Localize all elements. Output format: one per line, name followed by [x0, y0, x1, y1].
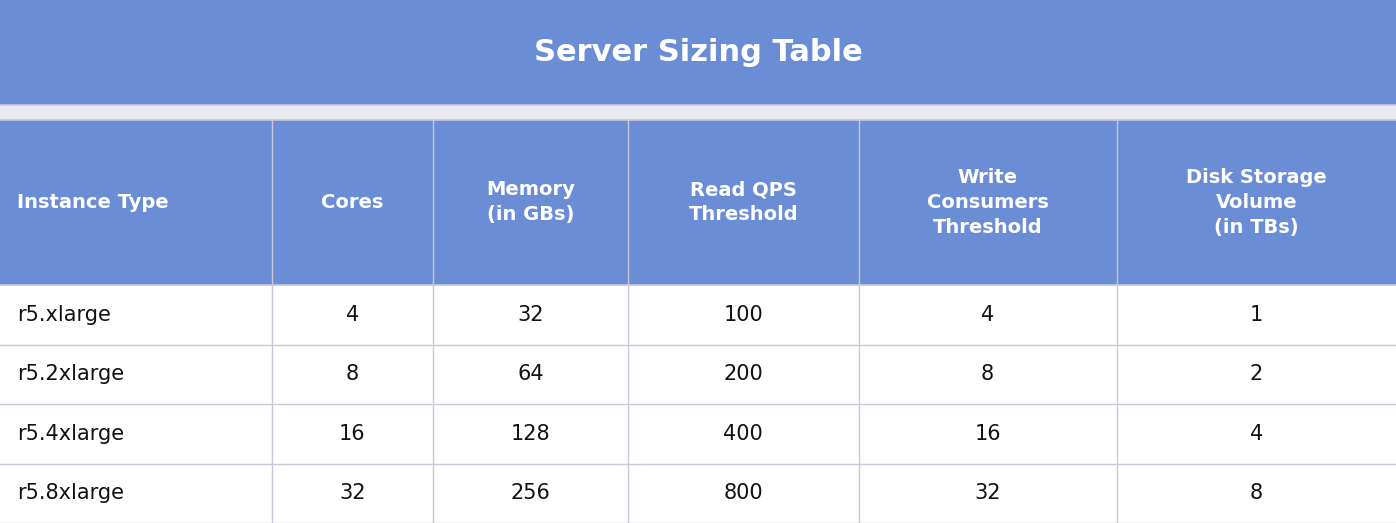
Text: Server Sizing Table: Server Sizing Table [533, 38, 863, 67]
Text: 800: 800 [723, 483, 764, 503]
Text: 8: 8 [346, 364, 359, 384]
Text: 32: 32 [339, 483, 366, 503]
FancyBboxPatch shape [0, 0, 1396, 105]
Text: 16: 16 [339, 424, 366, 444]
Text: 32: 32 [974, 483, 1001, 503]
Text: r5.8xlarge: r5.8xlarge [17, 483, 124, 503]
Text: Memory
(in GBs): Memory (in GBs) [486, 180, 575, 224]
FancyBboxPatch shape [0, 345, 1396, 404]
Text: 256: 256 [511, 483, 550, 503]
Text: Cores: Cores [321, 193, 384, 212]
Text: Instance Type: Instance Type [17, 193, 169, 212]
Text: 1: 1 [1249, 305, 1263, 325]
Text: 8: 8 [1249, 483, 1263, 503]
Text: 32: 32 [518, 305, 543, 325]
Text: 100: 100 [723, 305, 764, 325]
Text: Read QPS
Threshold: Read QPS Threshold [688, 180, 799, 224]
Text: 200: 200 [723, 364, 764, 384]
FancyBboxPatch shape [0, 404, 1396, 463]
Text: r5.4xlarge: r5.4xlarge [17, 424, 124, 444]
Text: 8: 8 [981, 364, 994, 384]
Text: 16: 16 [974, 424, 1001, 444]
Text: Disk Storage
Volume
(in TBs): Disk Storage Volume (in TBs) [1187, 168, 1326, 237]
Text: 4: 4 [346, 305, 359, 325]
Text: 4: 4 [1249, 424, 1263, 444]
FancyBboxPatch shape [0, 285, 1396, 345]
Text: r5.xlarge: r5.xlarge [17, 305, 110, 325]
FancyBboxPatch shape [0, 120, 1396, 285]
Text: 128: 128 [511, 424, 550, 444]
FancyBboxPatch shape [0, 463, 1396, 523]
Text: 64: 64 [517, 364, 544, 384]
Text: Write
Consumers
Threshold: Write Consumers Threshold [927, 168, 1048, 237]
Text: 2: 2 [1249, 364, 1263, 384]
FancyBboxPatch shape [0, 105, 1396, 120]
Text: r5.2xlarge: r5.2xlarge [17, 364, 124, 384]
Text: 4: 4 [981, 305, 994, 325]
Text: 400: 400 [723, 424, 764, 444]
